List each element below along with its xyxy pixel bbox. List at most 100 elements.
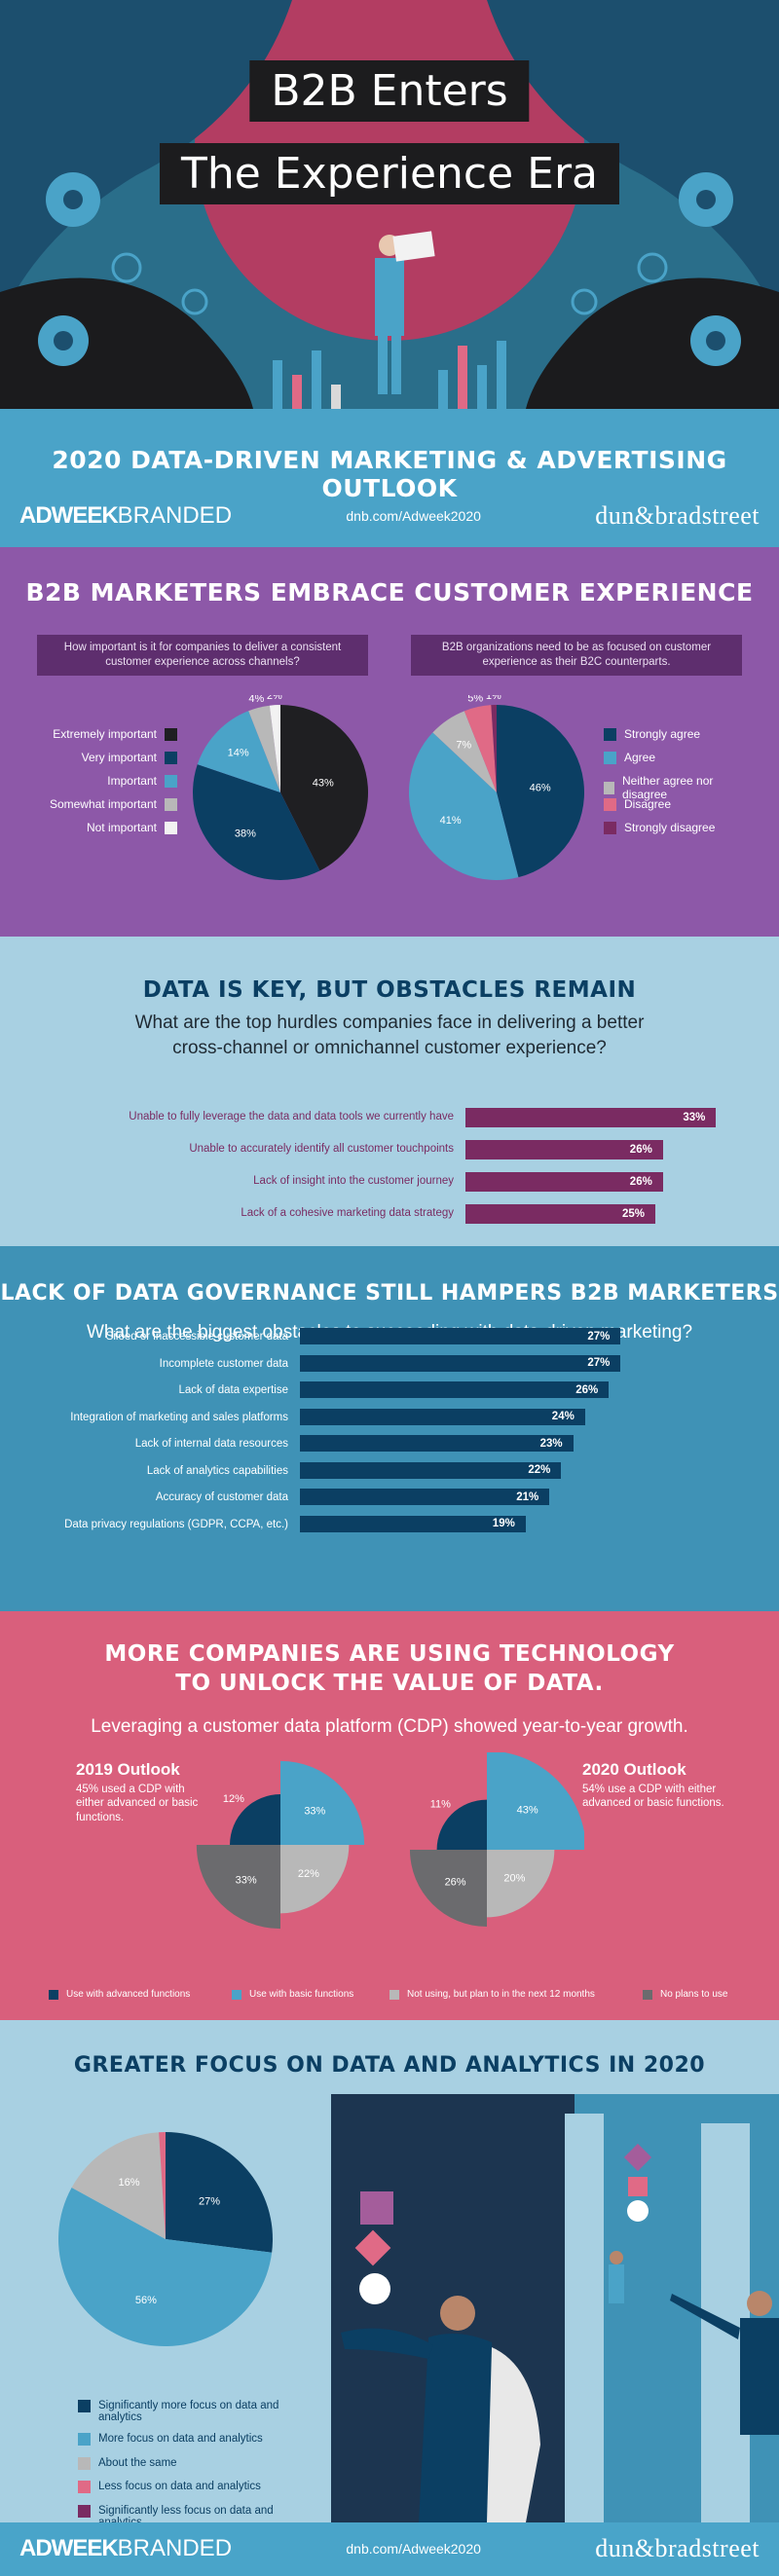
pie-slice-label: 5% bbox=[467, 695, 483, 704]
focus-legend-item: More focus on data and analytics bbox=[78, 2433, 263, 2446]
bar bbox=[300, 1328, 621, 1344]
cdp-slice-label: 33% bbox=[236, 1874, 257, 1886]
pie-slice bbox=[159, 2132, 166, 2239]
legend-swatch bbox=[165, 751, 177, 764]
bar-category-label: Lack of a cohesive marketing data strate… bbox=[241, 1207, 454, 1219]
bar-category-label: Incomplete customer data bbox=[159, 1357, 288, 1370]
obstacles-title: DATA IS KEY, BUT OBSTACLES REMAIN bbox=[142, 977, 637, 1003]
cdp-slice bbox=[280, 1845, 350, 1914]
pie-slice-label: 14% bbox=[228, 748, 249, 759]
bar bbox=[465, 1204, 655, 1224]
legend-label: Somewhat important bbox=[49, 797, 157, 811]
focus-title: GREATER FOCUS ON DATA AND ANALYTICS IN 2… bbox=[73, 2053, 706, 2078]
cx-title: B2B MARKETERS EMBRACE CUSTOMER EXPERIENC… bbox=[25, 578, 754, 607]
legend-swatch bbox=[604, 751, 616, 764]
legend-swatch bbox=[604, 797, 616, 811]
legend-item: Somewhat important bbox=[50, 797, 177, 811]
legend-label: Strongly agree bbox=[624, 727, 701, 741]
focus-pie-chart: 27% 56% 16% 1% bbox=[57, 2122, 273, 2346]
bar bbox=[300, 1489, 550, 1505]
bar-category-label: Unable to fully leverage the data and da… bbox=[129, 1111, 454, 1122]
legend-label: Agree bbox=[624, 751, 656, 764]
legend-item: Strongly disagree bbox=[604, 821, 715, 834]
pie-slice-label: 27% bbox=[199, 2195, 220, 2207]
footer-url[interactable]: dnb.com/Adweek2020 bbox=[346, 2541, 481, 2557]
bar bbox=[300, 1381, 610, 1398]
bar bbox=[300, 1408, 585, 1425]
footer-dnb-logo: dun&bradstreet bbox=[595, 2534, 760, 2562]
legend-label: Strongly disagree bbox=[624, 821, 716, 834]
agreement-pie-chart: 46% 41% 7% 5% 1% bbox=[409, 695, 584, 880]
legend-item: Neither agree nor disagree bbox=[604, 774, 740, 801]
cdp-slice bbox=[409, 1850, 487, 1928]
pie-slice-label: 1% bbox=[154, 2122, 169, 2124]
pie-slice bbox=[269, 705, 280, 792]
pie-slice-label: 56% bbox=[135, 2295, 157, 2306]
bar bbox=[465, 1172, 663, 1192]
pie-slice bbox=[166, 2132, 273, 2253]
bar-value-label: 26% bbox=[629, 1176, 652, 1188]
pie-slice-label: 41% bbox=[440, 815, 462, 827]
focus-section: GREATER FOCUS ON DATA AND ANALYTICS IN 2… bbox=[0, 2020, 779, 2522]
legend-swatch bbox=[390, 1989, 399, 2000]
footer-brand-row: ADWEEKBRANDED dnb.com/Adweek2020 dun&bra… bbox=[0, 2534, 779, 2563]
focus-legend-item: Significantly less focus on data and ana… bbox=[78, 2505, 312, 2522]
legend-swatch bbox=[604, 727, 616, 741]
pie-slice bbox=[497, 705, 584, 878]
bar-category-label: Lack of analytics capabilities bbox=[146, 1464, 288, 1477]
pie-slice bbox=[464, 705, 497, 792]
legend-label: Important bbox=[107, 774, 157, 788]
cdp-slice bbox=[487, 1752, 584, 1850]
cx-section: B2B MARKETERS EMBRACE CUSTOMER EXPERIENC… bbox=[0, 547, 779, 937]
legend-swatch bbox=[165, 797, 177, 811]
legend-swatch bbox=[78, 2505, 91, 2518]
legend-swatch bbox=[78, 2433, 91, 2446]
pie-slice bbox=[248, 705, 280, 792]
legend-item: Strongly agree bbox=[604, 727, 700, 741]
legend-swatch bbox=[78, 2457, 91, 2470]
cdp-slice-label: 22% bbox=[298, 1868, 319, 1880]
cdp-slice bbox=[280, 1760, 365, 1845]
dnb-logo: dun&bradstreet bbox=[595, 501, 760, 530]
cdp-slice bbox=[436, 1799, 487, 1850]
legend-swatch bbox=[165, 727, 177, 741]
legend-swatch bbox=[643, 1989, 652, 2000]
legend-swatch bbox=[604, 821, 616, 834]
bar bbox=[465, 1108, 717, 1127]
legend-swatch bbox=[232, 1989, 241, 2000]
legend-label: Use with advanced functions bbox=[66, 1989, 191, 2000]
bar-category-label: Lack of insight into the customer journe… bbox=[253, 1175, 454, 1187]
bar-category-label: Integration of marketing and sales platf… bbox=[70, 1411, 288, 1423]
cdp-subtitle: Leveraging a customer data platform (CDP… bbox=[91, 1716, 688, 1737]
bar-value-label: 21% bbox=[516, 1490, 539, 1503]
cdp-legend-item: Use with advanced functions bbox=[49, 1989, 190, 2000]
legend-item: Agree bbox=[604, 751, 655, 764]
pie-slice-label: 7% bbox=[456, 739, 471, 751]
outlook-url[interactable]: dnb.com/Adweek2020 bbox=[346, 508, 481, 524]
cdp-slice-label: 43% bbox=[517, 1804, 538, 1816]
focus-legend-item: Less focus on data and analytics bbox=[78, 2481, 261, 2493]
legend-label: About the same bbox=[98, 2457, 177, 2469]
cdp-slice-label: 20% bbox=[503, 1872, 525, 1884]
pie-slice bbox=[57, 2188, 273, 2346]
bar bbox=[465, 1140, 663, 1159]
pie-slice bbox=[491, 705, 497, 792]
adweek-logo: ADWEEKBRANDED bbox=[19, 502, 233, 529]
cdp-title: MORE COMPANIES ARE USING TECHNOLOGY TO UN… bbox=[104, 1641, 675, 1696]
cdp-slice-label: 11% bbox=[430, 1798, 451, 1810]
cdp-slice-label: 12% bbox=[223, 1793, 244, 1805]
cdp-2019-chart: 12% 33% 22% 33% bbox=[196, 1760, 365, 1930]
legend-swatch bbox=[78, 2481, 91, 2493]
bar bbox=[300, 1461, 562, 1479]
legend-swatch bbox=[604, 781, 615, 794]
footer-adweek-logo: ADWEEKBRANDED bbox=[19, 2535, 233, 2561]
bar-category-label: Accuracy of customer data bbox=[155, 1491, 288, 1503]
pie-slice-label: 38% bbox=[235, 828, 256, 840]
bar-value-label: 19% bbox=[492, 1518, 515, 1529]
legend-label: Significantly more focus on data and ana… bbox=[98, 2400, 279, 2423]
pie-slice bbox=[192, 764, 320, 880]
governance-section: LACK OF DATA GOVERNANCE STILL HAMPERS B2… bbox=[0, 1246, 779, 1611]
bar-value-label: 27% bbox=[587, 1357, 611, 1369]
bar-category-label: Lack of internal data resources bbox=[134, 1438, 288, 1450]
governance-title: LACK OF DATA GOVERNANCE STILL HAMPERS B2… bbox=[0, 1281, 779, 1306]
